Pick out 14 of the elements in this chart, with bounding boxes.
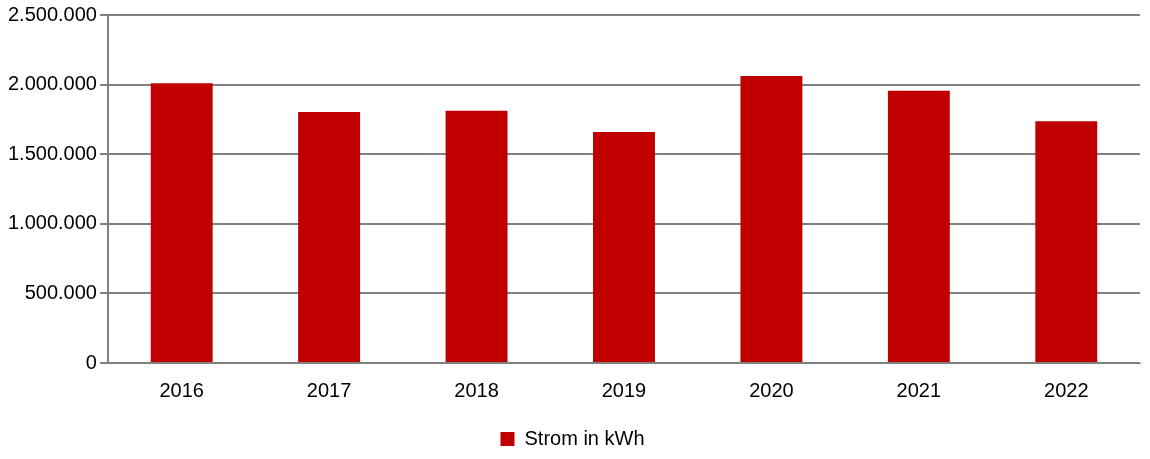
x-tick-label: 2016	[159, 378, 204, 401]
y-tick-label: 0	[85, 350, 97, 373]
x-tick-label: 2017	[306, 378, 352, 401]
x-tick-label: 2020	[749, 378, 794, 401]
x-tick-label: 2019	[601, 378, 647, 401]
x-tick-label: 2022	[1044, 378, 1089, 401]
x-tick-label: 2021	[896, 378, 942, 401]
x-tick-label: 2018	[454, 378, 499, 401]
y-tick-label: 1.500.000	[7, 141, 97, 164]
y-tick-label: 2.500.000	[7, 2, 97, 25]
legend-label: Strom in kWh	[524, 426, 645, 449]
y-tick-label: 2.000.000	[7, 72, 97, 95]
y-tick-label: 500.000	[24, 280, 97, 303]
y-tick-label: 1.000.000	[7, 211, 97, 234]
